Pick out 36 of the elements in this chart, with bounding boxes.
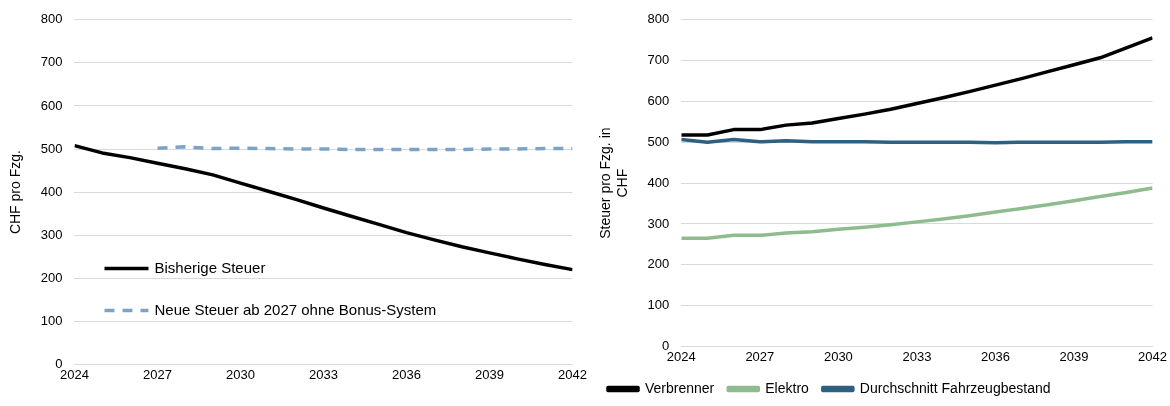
x-tick-label: 2033 xyxy=(309,366,338,382)
x-tick-label: 2030 xyxy=(823,348,853,364)
x-tick-label: 2030 xyxy=(226,366,255,382)
y-tick-label: 400 xyxy=(647,174,670,190)
y-tick-label: 700 xyxy=(647,52,670,68)
y-tick-label: 0 xyxy=(55,355,63,371)
y-tick-label: 700 xyxy=(40,54,63,70)
y-tick-label: 400 xyxy=(40,183,63,199)
y-tick-label: 300 xyxy=(40,226,63,242)
legend-label: Neue Steuer ab 2027 ohne Bonus-System xyxy=(154,300,437,318)
y-axis-title: Steuer pro Fzg. in CHF xyxy=(597,127,631,239)
y-tick-label: 200 xyxy=(40,269,63,285)
legend-label: Durchschnitt Fahrzeugbestand xyxy=(859,379,1051,396)
y-tick-label: 600 xyxy=(647,93,670,109)
y-tick-label: 300 xyxy=(647,215,670,231)
x-tick-label: 2027 xyxy=(745,348,775,364)
x-tick-label: 2042 xyxy=(558,366,587,382)
legend-label: Bisherige Steuer xyxy=(154,258,266,276)
x-tick-label: 2042 xyxy=(1138,348,1167,364)
x-tick-label: 2036 xyxy=(392,366,421,382)
legend-label: Elektro xyxy=(765,379,810,396)
x-tick-label: 2033 xyxy=(902,348,932,364)
x-tick-label: 2036 xyxy=(981,348,1010,364)
legend-label: Verbrenner xyxy=(645,379,715,396)
y-tick-label: 500 xyxy=(40,140,63,156)
x-tick-label: 2039 xyxy=(475,366,504,382)
y-axis-title: CHF pro Fzg. xyxy=(7,150,24,235)
y-tick-label: 800 xyxy=(647,11,670,27)
y-tick-label: 100 xyxy=(647,297,670,313)
y-tick-label: 800 xyxy=(40,11,63,27)
y-tick-label: 200 xyxy=(647,256,670,272)
y-tick-label: 500 xyxy=(647,133,670,149)
x-tick-label: 2027 xyxy=(143,366,172,382)
y-tick-label: 600 xyxy=(40,97,63,113)
x-tick-label: 2039 xyxy=(1059,348,1089,364)
y-tick-label: 100 xyxy=(40,312,63,328)
